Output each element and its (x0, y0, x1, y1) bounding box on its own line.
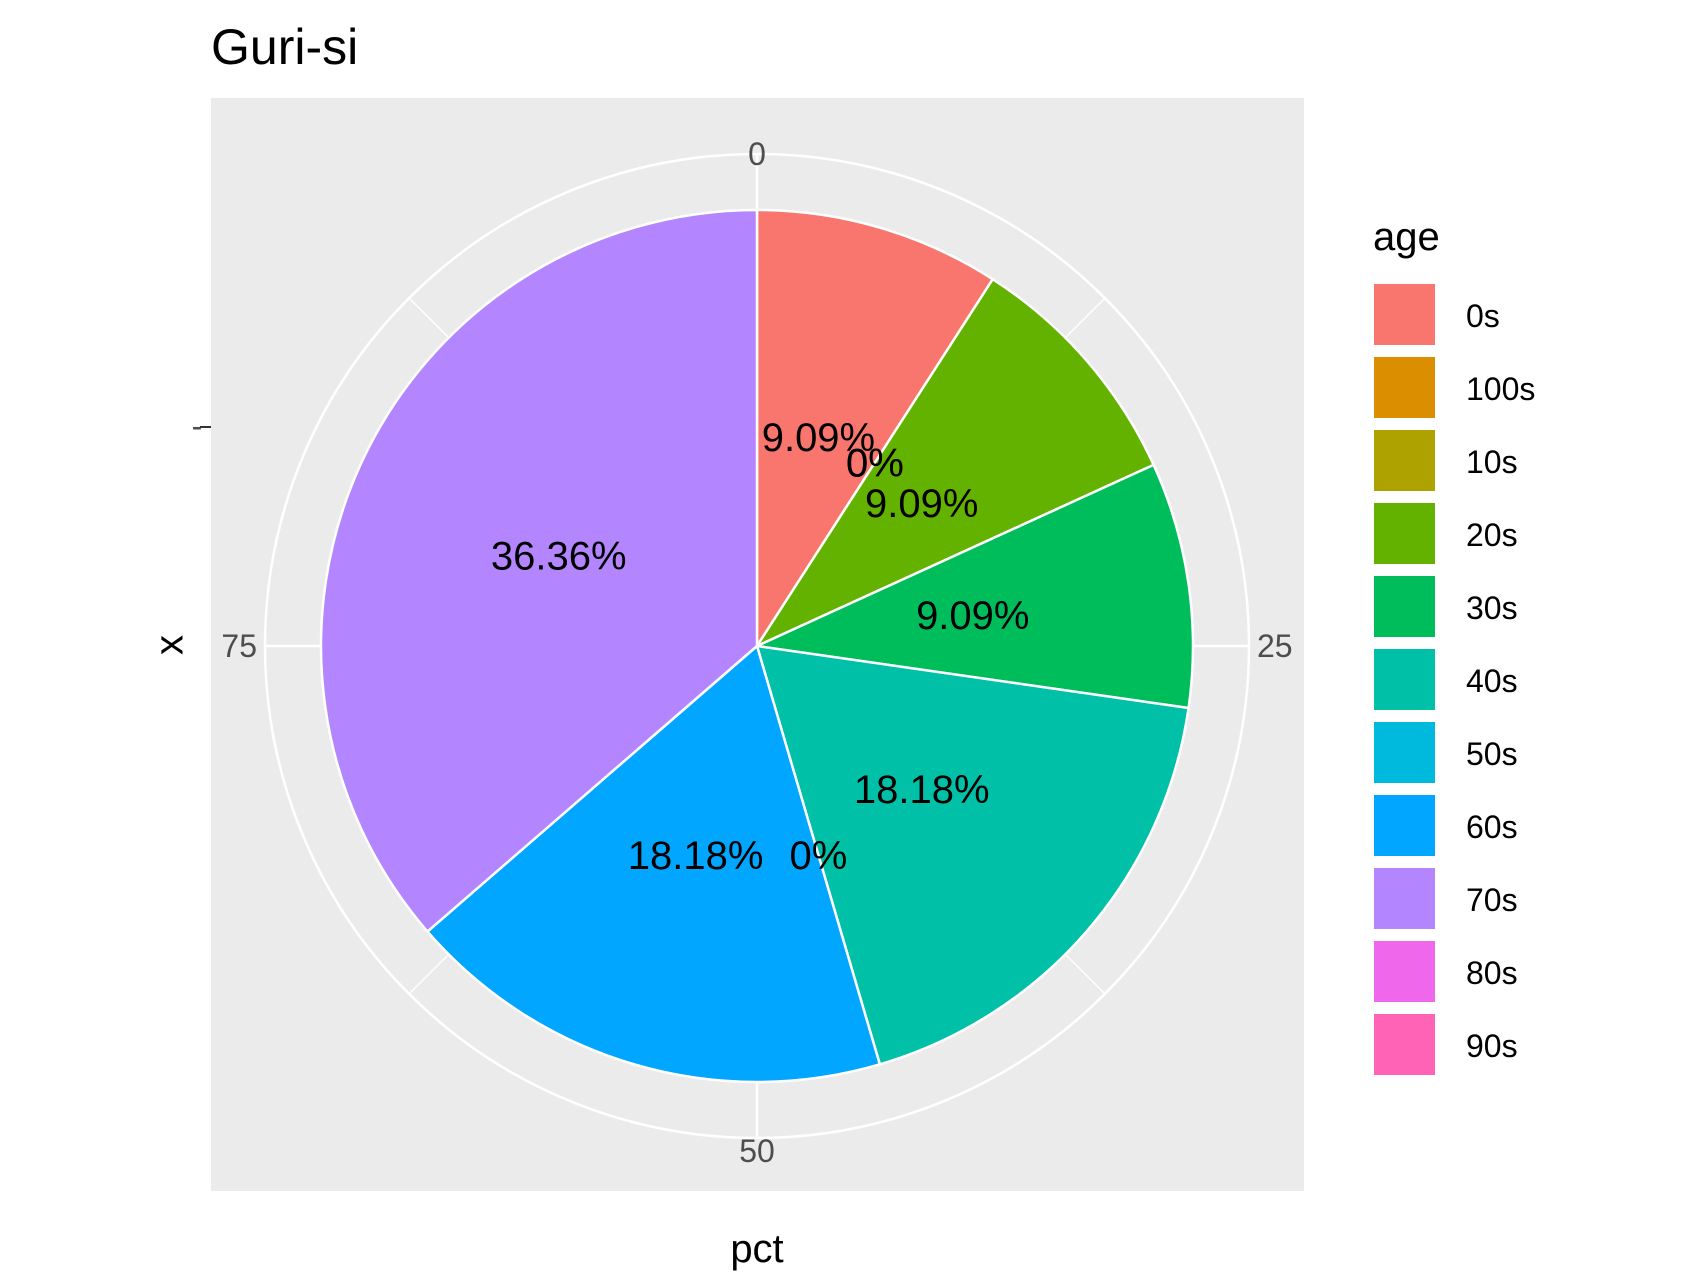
legend-key-0s (1372, 282, 1437, 347)
legend-label-10s: 10s (1466, 444, 1518, 480)
x-axis-title: pct (730, 1227, 783, 1271)
legend-label-0s: 0s (1466, 298, 1500, 334)
legend-label-40s: 40s (1466, 663, 1518, 699)
legend-key-50s (1372, 720, 1437, 785)
chart-title: Guri-si (211, 19, 358, 75)
legend-label-60s: 60s (1466, 809, 1518, 845)
y-tick-label: - (192, 408, 203, 444)
legend-label-70s: 70s (1466, 882, 1518, 918)
legend-key-80s (1372, 939, 1437, 1004)
legend-key-70s (1372, 866, 1437, 931)
legend-label-30s: 30s (1466, 590, 1518, 626)
slice-label-20s: 9.09% (865, 482, 978, 526)
y-axis-title: x (148, 635, 192, 655)
slice-label-60s: 18.18% (628, 834, 764, 878)
slice-label-70s: 36.36% (491, 534, 627, 578)
pie-slices (319, 208, 1195, 1084)
slice-label-40s: 18.18% (854, 768, 990, 812)
legend-label-80s: 80s (1466, 955, 1518, 991)
slice-label-100s: 0% (846, 442, 904, 486)
legend-key-90s (1372, 1012, 1437, 1077)
legend-label-50s: 50s (1466, 736, 1518, 772)
legend-key-60s (1372, 793, 1437, 858)
legend: age 0s 100s 10s 20s 30s 40s 50s 60s 70s 80s 90s (1372, 215, 1535, 1077)
legend-label-90s: 90s (1466, 1028, 1518, 1064)
angle-tick-labels: 0 25 50 75 (221, 136, 1292, 1169)
slice-0s (755, 208, 995, 651)
angle-tick-50: 50 (739, 1133, 775, 1169)
legend-key-10s (1372, 428, 1437, 493)
slice-label-30s: 9.09% (916, 594, 1029, 638)
legend-label-100s: 100s (1466, 371, 1535, 407)
slice-label-10s: 0% (846, 442, 904, 486)
slice-30s (752, 463, 1195, 710)
angle-tick-75: 75 (221, 628, 257, 664)
slice-60s (425, 643, 882, 1084)
legend-label-20s: 20s (1466, 517, 1518, 553)
angle-tick-0: 0 (748, 136, 766, 172)
angle-tick-25: 25 (1257, 628, 1293, 664)
legend-key-40s (1372, 647, 1437, 712)
slice-70s (319, 208, 759, 934)
legend-key-20s (1372, 501, 1437, 566)
legend-key-30s (1372, 574, 1437, 639)
slice-label-0s: 9.09% (762, 416, 875, 460)
slice-40s (755, 644, 1190, 1066)
slice-20s (753, 277, 1156, 649)
legend-key-100s (1372, 355, 1437, 420)
legend-title: age (1373, 215, 1440, 259)
slice-label-50s: 0% (790, 834, 848, 878)
slice-labels: 9.09%0%0%9.09%9.09%18.18%0%18.18%36.36% (491, 416, 1030, 878)
